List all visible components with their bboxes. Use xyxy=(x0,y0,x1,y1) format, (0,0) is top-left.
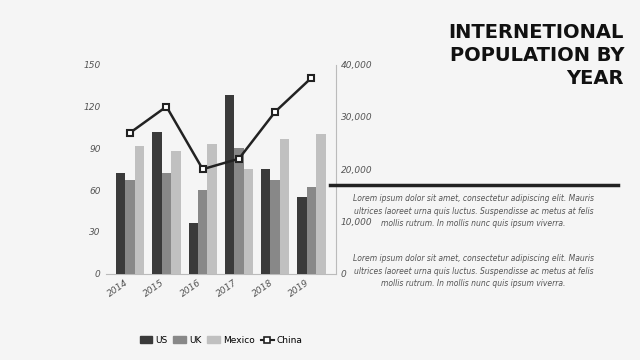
Bar xyxy=(171,151,180,274)
Bar xyxy=(225,95,234,274)
Bar xyxy=(135,145,145,274)
Text: Lorem ipsum dolor sit amet, consectetur adipiscing elit. Mauris
ultrices laoreet: Lorem ipsum dolor sit amet, consectetur … xyxy=(353,194,594,228)
Text: Lorem ipsum dolor sit amet, consectetur adipiscing elit. Mauris
ultrices laoreet: Lorem ipsum dolor sit amet, consectetur … xyxy=(353,254,594,288)
Bar xyxy=(162,174,171,274)
Bar xyxy=(271,180,280,274)
Bar xyxy=(125,180,135,274)
Bar xyxy=(280,139,289,274)
Legend: US, UK, Mexico, China: US, UK, Mexico, China xyxy=(136,332,306,348)
Bar xyxy=(261,169,271,274)
Text: INTERNETIONAL
POPULATION BY
YEAR: INTERNETIONAL POPULATION BY YEAR xyxy=(449,23,624,87)
Bar xyxy=(297,197,307,274)
Bar xyxy=(234,148,244,274)
Bar xyxy=(307,187,316,274)
Bar xyxy=(152,132,162,274)
Bar xyxy=(244,169,253,274)
Bar xyxy=(189,224,198,274)
Bar xyxy=(198,190,207,274)
Bar xyxy=(316,134,326,274)
Bar xyxy=(207,144,217,274)
Bar xyxy=(116,174,125,274)
